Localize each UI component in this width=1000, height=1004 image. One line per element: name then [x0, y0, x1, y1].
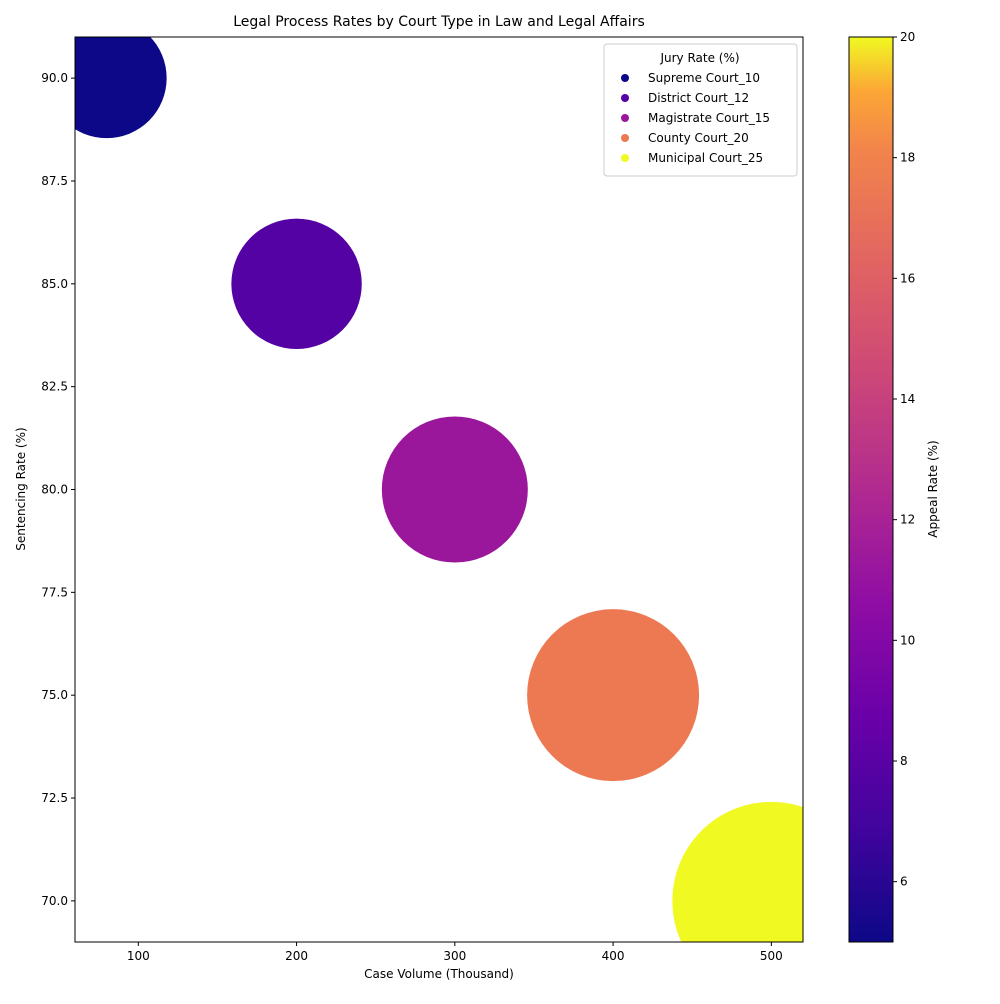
legend-marker [621, 114, 629, 122]
colorbar-tick-label: 18 [900, 151, 915, 165]
legend-marker [621, 134, 629, 142]
y-tick-label: 82.5 [41, 380, 68, 394]
colorbar-gradient [848, 36, 894, 943]
colorbar: 6 8 10 12 14 16 18 20 Appeal Rate (%) [848, 30, 940, 943]
x-axis-ticks: 100 200 300 400 500 [127, 942, 783, 963]
legend-label: District Court_12 [648, 91, 749, 105]
y-tick-label: 90.0 [41, 71, 68, 85]
colorbar-tick-label: 8 [900, 754, 908, 768]
colorbar-tick-label: 14 [900, 392, 915, 406]
y-tick-label: 75.0 [41, 688, 68, 702]
y-tick-label: 77.5 [41, 585, 68, 599]
legend-marker [621, 154, 629, 162]
x-tick-label: 500 [760, 949, 783, 963]
x-tick-label: 100 [127, 949, 150, 963]
colorbar-tick-label: 12 [900, 513, 915, 527]
legend-label: Supreme Court_10 [648, 71, 760, 85]
colorbar-tick-label: 16 [900, 271, 915, 285]
legend: Jury Rate (%) Supreme Court_10 District C… [603, 43, 798, 177]
bubble-magistrate-court [381, 416, 528, 563]
legend-marker [621, 94, 629, 102]
legend-label: Municipal Court_25 [648, 151, 763, 165]
colorbar-ticks: 6 8 10 12 14 16 18 20 [893, 30, 915, 889]
legend-label: County Court_20 [648, 131, 749, 145]
y-tick-label: 70.0 [41, 894, 68, 908]
x-tick-label: 300 [443, 949, 466, 963]
legend-title: Jury Rate (%) [659, 51, 739, 65]
x-tick-label: 400 [602, 949, 625, 963]
legend-label: Magistrate Court_15 [648, 111, 770, 125]
bubble-county-court [527, 609, 700, 782]
bubble-supreme-court [75, 37, 167, 139]
y-axis-label: Sentencing Rate (%) [14, 427, 28, 550]
plot-marks [75, 37, 803, 942]
colorbar-tick-label: 10 [900, 633, 915, 647]
x-tick-label: 200 [285, 949, 308, 963]
y-tick-label: 72.5 [41, 791, 68, 805]
plot-frame [74, 36, 804, 943]
colorbar-tick-label: 20 [900, 30, 915, 44]
legend-box [603, 43, 798, 177]
colorbar-label: Appeal Rate (%) [926, 440, 940, 537]
y-tick-label: 85.0 [41, 277, 68, 291]
y-axis-ticks: 70.0 72.5 75.0 77.5 80.0 82.5 85.0 87.5 90.0 [41, 71, 75, 908]
bubble-municipal-court [672, 801, 803, 942]
chart-title: Legal Process Rates by Court Type in Law… [233, 14, 645, 30]
legend-marker [621, 74, 629, 82]
colorbar-tick-label: 6 [900, 875, 908, 889]
y-tick-label: 80.0 [41, 483, 68, 497]
bubble-district-court [231, 218, 362, 350]
y-tick-label: 87.5 [41, 174, 68, 188]
legend-items: Supreme Court_10 District Court_12 Magistr… [621, 71, 770, 165]
x-axis-label: Case Volume (Thousand) [364, 967, 514, 981]
